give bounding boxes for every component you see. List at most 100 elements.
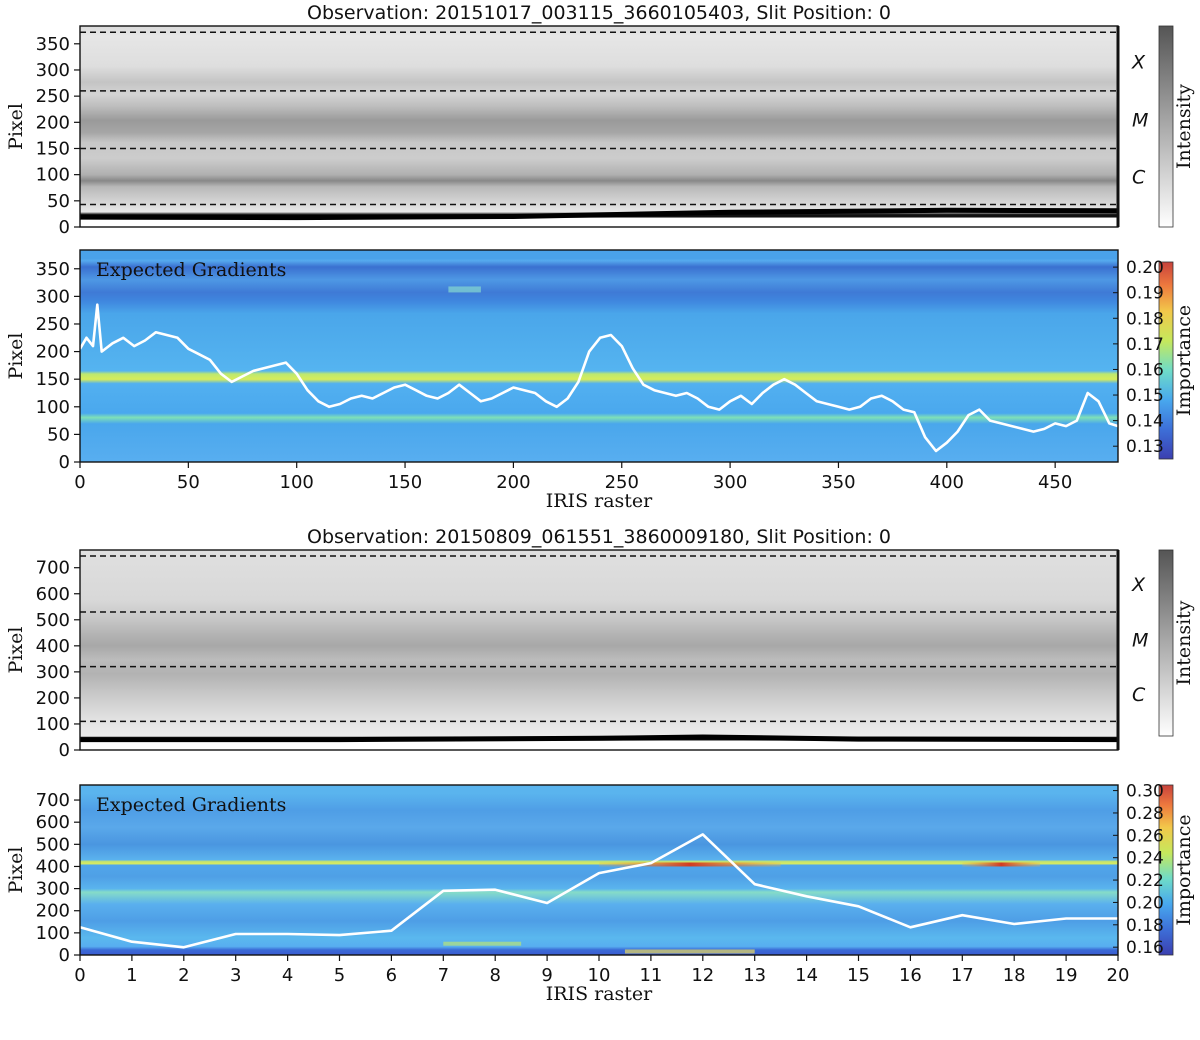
hotspot-band [599,862,781,867]
x-tick-label: 2 [178,965,189,986]
series-point [458,383,461,386]
x-tick-label: 20 [1107,965,1130,986]
series-point [1010,425,1013,427]
series-point [805,392,807,394]
series-point [880,394,883,397]
series-point [967,414,970,416]
series-point [610,334,612,336]
x-tick-label: 14 [795,965,818,986]
y-tick-label: 350 [36,259,70,280]
y-tick-label: 400 [36,636,70,657]
series-point [1097,400,1100,403]
series-point [620,345,623,347]
series-point [772,383,775,386]
y-tick-label: 400 [36,856,70,877]
series-point [263,367,266,369]
chart-title: Observation: 20151017_003115_3660105403,… [307,2,891,24]
series-point [909,926,912,929]
series-point [1086,392,1089,394]
series-point [182,946,185,949]
annotation-expected-gradients: Expected Gradients [96,259,286,281]
series-point [286,933,289,935]
series-point [978,408,981,411]
x-tick-label: 1 [126,965,137,986]
colorbar-label: Importance [1173,305,1195,416]
series-point [371,397,374,400]
series-point [100,350,103,353]
series-point [599,336,601,339]
series-point [826,403,829,405]
series-point [989,419,991,422]
series-point [555,405,558,408]
y-tick-label: 50 [47,424,70,445]
x-tick-label: 350 [821,472,855,493]
series-point [230,381,233,383]
series-point [1065,425,1067,427]
region-label-X: X [1131,52,1146,74]
series-point [209,359,211,361]
y-tick-label: 300 [36,879,70,900]
series-point [494,888,497,891]
series-point [664,392,666,394]
panel-3: C M X 0 100 200 300 400 500 600 700 Pixel Observatio… [5,526,1195,761]
panel-4: Expected Gradients0100200300400500600700… [5,782,1195,1005]
series-point [306,389,309,392]
region-label-C: C [1132,684,1146,706]
series-point [1065,917,1067,920]
y-tick-label: 500 [36,834,70,855]
y-tick-label: 100 [36,714,70,735]
x-tick-label: 6 [386,965,397,986]
series-point [534,392,536,394]
series-point [924,436,926,439]
region-label-M: M [1132,110,1148,132]
colorbar-tick-label: 0.14 [1126,412,1164,432]
series-point [913,411,916,414]
heatmap-image [80,785,1118,955]
series-point [92,345,94,347]
y-axis-label: Pixel [5,627,27,674]
x-tick-label: 200 [496,472,530,493]
intensity-profile-line [80,734,1119,743]
series-point [566,397,569,400]
series-point [902,408,905,411]
x-tick-label: 15 [847,965,870,986]
x-tick-label: 10 [588,965,611,986]
plot-frame [79,249,1119,463]
y-tick-label: 0 [59,740,70,761]
series-point [285,361,287,364]
series-point [956,430,959,433]
series-point [631,367,634,369]
x-tick-label: 0 [74,965,85,986]
series-point [707,405,710,408]
x-tick-label: 3 [230,965,241,986]
series-point [490,397,493,400]
series-point [165,334,168,336]
colorbar-tick-label: 0.22 [1126,871,1164,891]
y-tick-label: 100 [36,923,70,944]
series-point [252,370,255,372]
x-tick-label: 11 [639,965,662,986]
hotspot-band [624,949,755,954]
colorbar-tick-label: 0.16 [1126,360,1164,380]
y-tick-label: 700 [36,558,70,579]
heatmap-image [80,550,1118,750]
colorbar-label: Intensity [1173,84,1195,169]
y-tick-label: 250 [36,86,70,107]
colorbar-tick-label: 0.15 [1126,386,1164,406]
x-tick-label: 5 [334,965,345,986]
series-point [1054,422,1057,425]
series-point [650,862,652,864]
series-point [382,392,385,394]
x-tick-label: 300 [713,472,747,493]
colorbar-tick-label: 0.17 [1126,335,1164,355]
series-point [133,345,136,347]
x-tick-label: 150 [388,472,422,493]
y-tick-label: 150 [36,369,70,390]
series-point [848,408,851,411]
colorbar [1158,25,1174,228]
series-point [815,400,818,403]
series-point [447,392,450,394]
y-tick-label: 150 [36,138,70,159]
series-point [642,383,645,386]
series-point [945,441,948,444]
